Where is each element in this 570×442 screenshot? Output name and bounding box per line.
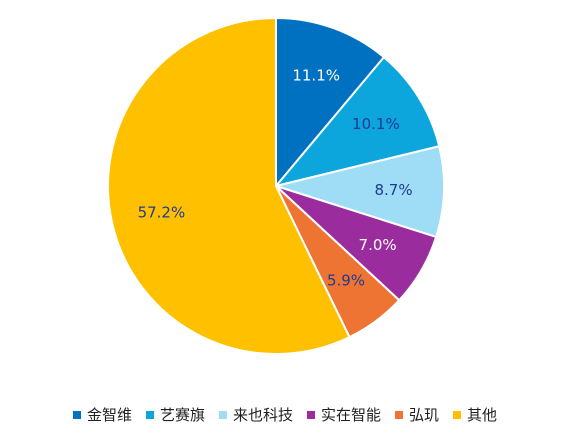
legend-item-0: 金智维	[72, 405, 132, 424]
pie-slice-5	[107, 17, 351, 355]
pie-slice-0	[275, 17, 385, 187]
legend-item-5: 其他	[453, 405, 498, 424]
pie-chart: 11.1% 10.1% 8.7% 7.0% 5.9% 57.2%	[107, 17, 445, 355]
pie-label-4: 5.9%	[327, 271, 365, 289]
legend-label-5: 其他	[467, 405, 498, 424]
pie-label-3: 7.0%	[359, 236, 397, 254]
pie-slice-1	[275, 56, 441, 187]
legend-label-2: 来也科技	[232, 405, 293, 424]
legend: 金智维 艺赛旗 来也科技 实在智能 弘玑 其他	[0, 401, 570, 429]
legend-label-3: 实在智能	[321, 405, 382, 424]
legend-swatch-1	[145, 411, 154, 419]
legend-item-4: 弘玑	[395, 405, 440, 424]
pie-label-2: 8.7%	[374, 181, 412, 199]
legend-label-4: 弘玑	[409, 405, 440, 424]
legend-swatch-5	[453, 411, 462, 419]
legend-swatch-4	[395, 411, 404, 419]
legend-swatch-3	[307, 411, 315, 419]
legend-item-1: 艺赛旗	[145, 405, 205, 424]
legend-swatch-0	[72, 411, 81, 419]
pie-label-0: 11.1%	[292, 66, 340, 84]
pie-label-1: 10.1%	[352, 115, 400, 133]
pie-slice-2	[275, 145, 445, 238]
pie-label-5: 57.2%	[138, 203, 186, 221]
legend-item-3: 实在智能	[307, 405, 382, 424]
legend-label-1: 艺赛旗	[159, 405, 205, 424]
legend-item-2: 来也科技	[218, 405, 293, 424]
legend-label-0: 金智维	[86, 405, 132, 424]
legend-swatch-2	[218, 411, 227, 419]
